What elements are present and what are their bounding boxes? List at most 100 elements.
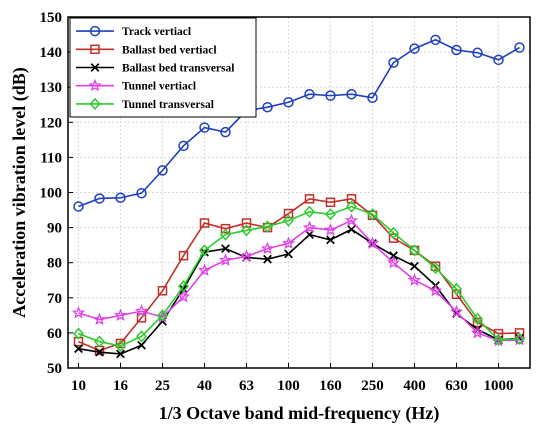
data-point [450, 282, 463, 296]
x-tick-label: 400 [403, 378, 426, 394]
legend-marker [90, 44, 100, 55]
data-point [240, 224, 253, 237]
series-1 [73, 34, 525, 212]
data-point [179, 284, 188, 294]
y-tick-label: 70 [47, 291, 62, 307]
data-point [177, 280, 190, 293]
x-tick-label: 16 [113, 378, 129, 394]
data-point [428, 283, 443, 297]
x-axis-ticks: 10 16 25 40 63 100 160 250 400 630 1000 [71, 363, 514, 394]
data-point [429, 261, 442, 275]
data-point [344, 213, 359, 227]
x-tick-label: 630 [445, 378, 468, 394]
x-tick-label: 100 [277, 378, 300, 394]
x-tick-label: 25 [155, 378, 170, 394]
data-point [387, 226, 400, 239]
series-layer [71, 34, 527, 359]
data-point [325, 90, 336, 101]
data-point [260, 241, 275, 255]
data-point [514, 42, 525, 53]
legend-item: Ballast bed transversal [76, 63, 234, 75]
x-tick-label: 10 [71, 378, 86, 394]
data-point [304, 88, 315, 100]
legend-marker [89, 25, 101, 37]
y-tick-label: 80 [47, 256, 62, 272]
data-point [197, 263, 212, 277]
data-point [115, 192, 126, 204]
data-point [365, 236, 380, 249]
y-tick-label: 110 [40, 150, 62, 166]
data-point [71, 305, 86, 319]
data-point [302, 220, 317, 234]
data-point [451, 44, 462, 56]
series-line [78, 219, 520, 342]
data-point [198, 244, 211, 257]
series-line [78, 228, 520, 355]
series-line [78, 197, 520, 352]
data-point [347, 224, 356, 234]
legend-marker [89, 97, 101, 111]
data-point [74, 344, 83, 354]
data-point [346, 88, 357, 100]
data-point [304, 194, 315, 204]
data-point [72, 327, 85, 340]
data-point [220, 223, 231, 234]
legend-item: Tunnel transversal [76, 97, 214, 111]
legend-label: Track vertiacl [122, 26, 191, 38]
data-point [408, 244, 421, 257]
data-point [94, 193, 105, 204]
legend: Track vertiacl Ballast bed vertiacl Ballas… [69, 17, 257, 118]
legend-marker [90, 63, 100, 72]
data-point [493, 328, 504, 339]
data-point [449, 304, 464, 318]
data-point [281, 236, 296, 249]
data-point [135, 330, 148, 343]
x-tick-label: 160 [319, 378, 342, 394]
x-tick-label: 63 [239, 378, 254, 394]
data-point [221, 244, 230, 254]
legend-label: Tunnel transversal [122, 99, 214, 111]
data-point [282, 214, 295, 227]
data-point [176, 289, 191, 303]
data-point [241, 218, 252, 228]
y-tick-label: 90 [47, 221, 62, 237]
data-point [261, 220, 274, 233]
legend-item: Ballast bed vertiacl [76, 44, 217, 56]
y-tick-label: 150 [40, 10, 63, 26]
data-point [73, 201, 84, 212]
data-point [137, 340, 146, 350]
data-point [199, 218, 210, 228]
legend-label: Ballast bed transversal [122, 63, 234, 75]
data-point [366, 208, 379, 221]
series-line [78, 38, 520, 208]
legend-marker [88, 78, 102, 92]
data-point [263, 254, 272, 264]
data-point [514, 328, 525, 338]
data-point [92, 312, 107, 326]
data-point [470, 325, 485, 339]
data-point [218, 253, 233, 266]
data-point [326, 235, 335, 245]
data-point [325, 197, 336, 208]
y-tick-label: 100 [40, 186, 63, 202]
data-point [178, 250, 189, 261]
data-point [471, 312, 484, 325]
series-line [78, 205, 520, 347]
x-tick-label: 1000 [484, 378, 514, 394]
y-tick-label: 120 [40, 115, 63, 131]
data-point [345, 200, 358, 213]
data-point [134, 304, 149, 317]
data-point [116, 349, 125, 359]
data-point [513, 332, 526, 345]
data-point [493, 54, 504, 66]
x-tick-label: 40 [197, 378, 212, 394]
data-point [407, 273, 422, 286]
data-point [388, 233, 399, 243]
data-point [388, 57, 399, 68]
data-point [409, 43, 420, 54]
data-point [114, 339, 127, 353]
data-point [239, 249, 254, 262]
data-point [219, 228, 232, 241]
x-axis-title: 1/3 Octave band mid-frequency (Hz) [159, 403, 440, 424]
